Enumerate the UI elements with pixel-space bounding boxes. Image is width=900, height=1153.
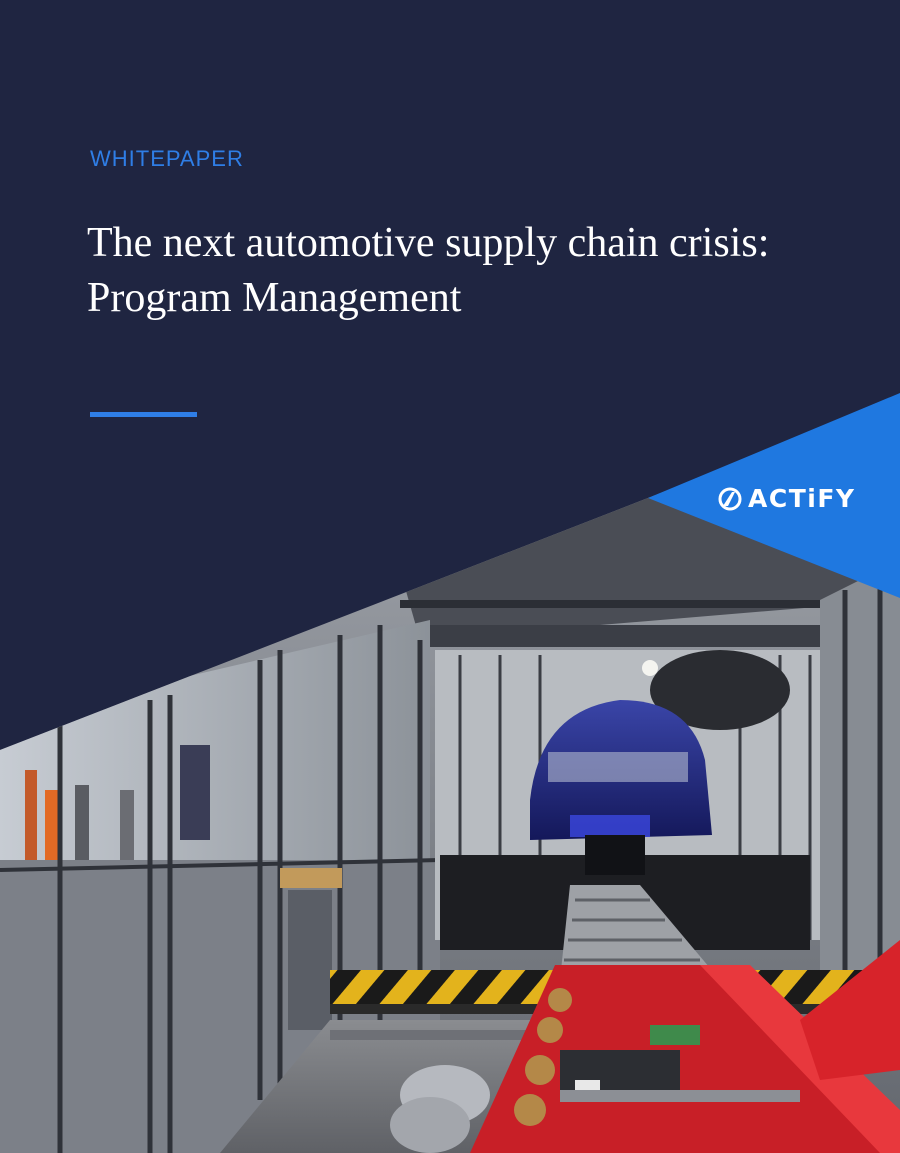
- document-type-label: WHITEPAPER: [90, 146, 244, 171]
- actify-logo-icon: [718, 487, 742, 510]
- title-line-2: Program Management: [87, 275, 462, 321]
- logo-wordmark: ACTiFY: [748, 484, 856, 513]
- title-line-1: The next automotive supply chain crisis:: [87, 220, 770, 266]
- page-title: The next automotive supply chain crisis:…: [87, 216, 847, 326]
- title-accent-rule: [90, 412, 197, 417]
- actify-logo: ACTiFY: [718, 484, 856, 513]
